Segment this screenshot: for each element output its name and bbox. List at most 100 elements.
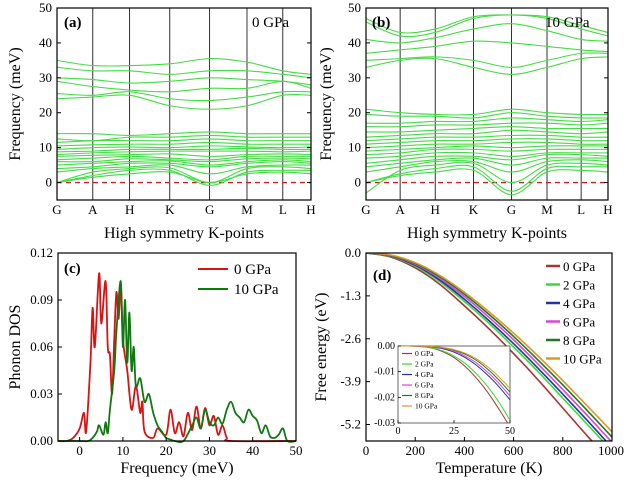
inset-ytick-label: -0.03	[374, 418, 395, 429]
inset-ytick-label: -0.01	[374, 367, 395, 378]
panel-c-phonon-dos: 0 10 20 30 40 50 0.00 0.03 0.06 0.09 0.12 (c) 0 GP…	[7, 245, 303, 477]
panel-b-ytick-label: 10	[348, 140, 361, 155]
panel-b-band-b23	[365, 14, 609, 38]
panel-a-ylabel: Frequency (meV)	[7, 47, 24, 160]
panel-d-xtick-label: 0	[363, 443, 370, 458]
panel-b-band-structure: G A H K G M L H 0 10 20 30 40 50 (b) 10 GPa High symm…	[318, 0, 613, 242]
panel-b-xtick-label: A	[395, 202, 405, 217]
panel-a-band-b21	[56, 66, 312, 79]
panel-a-band-b3	[56, 166, 312, 184]
panel-a-band-b4	[56, 164, 312, 175]
panel-b-band-b4	[365, 159, 609, 173]
panel-a-band-b20	[56, 77, 312, 86]
panel-d-xtick-label: 1000	[598, 443, 624, 458]
panel-a-xtick-label: A	[88, 202, 98, 217]
panel-d-xtick-label: 400	[455, 443, 475, 458]
inset-series-5	[398, 346, 510, 389]
panel-c-xtick-label: 30	[203, 443, 216, 458]
panel-a-band-b12	[56, 145, 312, 150]
panel-a-xtick-label: M	[241, 202, 253, 217]
panel-c-xtick-label: 20	[160, 443, 173, 458]
panel-c-ytick-label: 0.03	[30, 386, 53, 401]
inset-frame	[397, 345, 511, 424]
panel-b-band-b15	[365, 122, 609, 128]
panel-d-xtick-label: 600	[504, 443, 524, 458]
panel-b-band-b21	[365, 40, 609, 54]
panel-b-band-b6	[365, 153, 609, 164]
panel-d-legend-label: 4 GPa	[563, 296, 595, 311]
panel-b-band-b18	[365, 108, 609, 116]
panel-b-band-b13	[365, 129, 609, 138]
panel-c-ytick-label: 0.06	[30, 339, 53, 354]
panel-b-xtick-label: H	[431, 202, 440, 217]
inset-legend-label: 8 GPa	[415, 391, 434, 400]
panel-b-band-b19	[365, 56, 609, 75]
panel-d-ytick-label: -1.3	[340, 288, 361, 303]
panel-b-band-b17	[365, 112, 609, 119]
panel-a-band-b18	[56, 90, 312, 102]
inset-xtick-label: 0	[396, 426, 401, 437]
panel-b-band-b10	[365, 141, 609, 149]
panel-a-band-b7	[56, 157, 312, 163]
panel-d-ylabel: Free energy (eV)	[313, 293, 330, 402]
panel-b-ytick-label: 20	[348, 105, 361, 120]
panel-a-ytick-label: 50	[39, 0, 52, 15]
panel-b-xtick-label: K	[469, 202, 479, 217]
panel-c-xlabel: Frequency (meV)	[120, 460, 233, 477]
panel-b-band-b20	[365, 52, 609, 68]
panel-b-xtick-label: G	[507, 202, 516, 217]
inset-xtick-label: 50	[505, 426, 515, 437]
panel-c-legend-label: 10 GPa	[234, 282, 279, 298]
panel-d-ytick-label: 0.0	[345, 245, 361, 260]
panel-b-frame	[365, 7, 609, 201]
panel-d-free-energy: 0 200 400 600 800 1000 0.0 -1.3 -2.6 -3.9 -5.2 (d)…	[313, 245, 624, 477]
inset-legend-label: 6 GPa	[415, 381, 434, 390]
panel-b-ytick-label: 50	[348, 0, 361, 15]
panel-c-xtick-label: 40	[246, 443, 259, 458]
panel-c-ylabel: Phonon DOS	[7, 305, 24, 390]
panel-b-band-b8	[365, 148, 608, 156]
panel-d-legend: 0 GPa 2 GPa 4 GPa 6 GPa 8 GPa 10 GPa	[546, 259, 602, 367]
panel-a-band-b10	[56, 150, 312, 156]
panel-a-band-b17	[56, 93, 312, 110]
inset-legend-label: 10 GPa	[415, 402, 438, 411]
panel-a-xtick-label: K	[165, 202, 175, 217]
panel-a-band-b6	[56, 159, 312, 166]
panel-b-xtick-label: M	[541, 202, 553, 217]
panel-d-label: (d)	[373, 268, 391, 284]
inset-legend-label: 0 GPa	[415, 349, 434, 358]
panel-a-ytick-label: 10	[39, 140, 52, 155]
panel-b-ytick-label: 0	[355, 175, 362, 190]
panel-a-band-b5	[56, 161, 312, 170]
panel-a-frame	[56, 7, 312, 201]
inset-series-4	[398, 346, 510, 393]
panel-a-band-b13	[56, 141, 311, 147]
inset-xtick-label: 25	[449, 426, 459, 437]
panel-a-band-b1	[56, 171, 312, 184]
panel-c-ytick-label: 0.00	[30, 433, 53, 448]
panel-a-band-b11	[56, 147, 312, 153]
panel-d-legend-label: 0 GPa	[563, 259, 595, 274]
panel-a-ytick-label: 30	[39, 70, 52, 85]
inset-legend-label: 2 GPa	[415, 360, 434, 369]
panel-c-xtick-label: 50	[290, 443, 303, 458]
panel-d-xtick-label: 200	[405, 443, 425, 458]
panel-a-label: (a)	[64, 15, 82, 31]
panel-a-ytick-label: 40	[39, 35, 52, 50]
panel-a-xlabel: High symmetry K-points	[104, 225, 264, 242]
panel-b-band-b16	[365, 117, 609, 124]
panel-a-xtick-label: H	[125, 202, 134, 217]
panel-a-band-b2	[56, 168, 312, 186]
panel-b-xtick-label: G	[361, 202, 370, 217]
panel-b-band-b22	[365, 23, 609, 44]
panel-b-label: (b)	[372, 15, 390, 31]
panel-d-series-0	[366, 253, 594, 441]
inset-ytick-label: -0.02	[374, 392, 395, 403]
panel-a-band-b8	[56, 155, 311, 161]
panel-a-band-b15	[56, 134, 311, 142]
inset-ytick-label: 0.00	[378, 341, 396, 352]
panel-a-xtick-label: H	[306, 202, 315, 217]
panel-a-ytick-label: 0	[46, 175, 53, 190]
panel-b-band-b1	[365, 168, 609, 196]
